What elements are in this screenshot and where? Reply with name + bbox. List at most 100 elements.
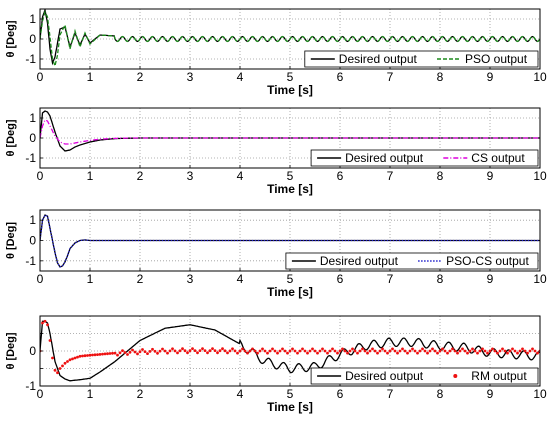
series-2-marker bbox=[143, 350, 147, 353]
series-2-marker bbox=[93, 353, 97, 357]
y-tick-label: 0 bbox=[29, 32, 36, 46]
series-group bbox=[40, 319, 540, 382]
x-tick-label: 6 bbox=[337, 169, 344, 183]
series-2-marker bbox=[396, 351, 399, 355]
series-2-marker bbox=[153, 349, 157, 353]
series-2-marker bbox=[106, 352, 109, 356]
x-tick-label: 1 bbox=[87, 272, 94, 286]
series-2-marker bbox=[501, 347, 504, 351]
series-2-marker bbox=[336, 351, 339, 355]
legend-label: Desired output bbox=[320, 254, 399, 268]
series-2-marker bbox=[236, 351, 239, 355]
series-2-marker bbox=[278, 349, 282, 353]
x-tick-label: 7 bbox=[387, 169, 394, 183]
series-2-marker bbox=[303, 349, 307, 353]
series-2-marker bbox=[478, 349, 482, 353]
series-2-marker bbox=[531, 347, 534, 351]
series-2-marker bbox=[211, 347, 214, 350]
x-tick-label: 0 bbox=[37, 169, 44, 183]
x-tick-label: 8 bbox=[437, 387, 444, 401]
x-tick-label: 9 bbox=[487, 272, 494, 286]
series-2-marker bbox=[361, 347, 364, 351]
series-2-marker bbox=[43, 319, 47, 323]
series-2-marker bbox=[63, 361, 67, 365]
series-2-marker bbox=[536, 351, 539, 355]
series-2-marker bbox=[46, 323, 49, 327]
series-2-marker bbox=[528, 349, 532, 353]
series-2-marker bbox=[131, 348, 134, 352]
legend-box bbox=[304, 50, 539, 68]
series-2-line bbox=[40, 119, 540, 145]
series-2-marker bbox=[516, 351, 519, 355]
series-2-marker bbox=[328, 349, 332, 353]
x-tick-label: 3 bbox=[187, 70, 194, 84]
series-2-marker bbox=[298, 349, 302, 353]
series-2-marker bbox=[101, 352, 104, 356]
series-2-marker bbox=[431, 347, 434, 351]
series-2-marker bbox=[306, 351, 309, 355]
series-2-marker bbox=[521, 347, 524, 351]
legend-label: PSO output bbox=[465, 52, 528, 66]
series-2-marker bbox=[173, 349, 177, 353]
series-2-marker bbox=[518, 349, 522, 353]
series-2-marker bbox=[151, 347, 154, 351]
series-2-marker bbox=[166, 351, 169, 355]
series-2-marker bbox=[201, 347, 204, 350]
legend: Desired output PSO-CS output bbox=[285, 252, 539, 270]
x-tick-label: 8 bbox=[437, 272, 444, 286]
series-2-marker bbox=[441, 347, 444, 351]
legend-label: CS output bbox=[471, 151, 525, 165]
series-2-marker bbox=[76, 355, 79, 359]
legend-label: RM output bbox=[471, 369, 527, 383]
series-2-marker bbox=[188, 349, 192, 353]
series-2-marker bbox=[158, 349, 162, 353]
x-tick-label: 2 bbox=[137, 169, 144, 183]
series-2-marker bbox=[503, 349, 507, 353]
series-2-marker bbox=[246, 351, 249, 355]
series-2-marker bbox=[103, 352, 107, 356]
x-tick-label: 0 bbox=[37, 70, 44, 84]
y-tick-label: 0 bbox=[29, 344, 36, 358]
x-axis-label: Time [s] bbox=[267, 83, 313, 97]
series-2-marker bbox=[466, 351, 469, 355]
series-2-marker bbox=[58, 367, 62, 370]
series-2-marker bbox=[438, 349, 442, 353]
series-2-marker bbox=[348, 349, 352, 353]
y-tick-label: -1 bbox=[25, 151, 36, 165]
x-tick-label: 1 bbox=[87, 70, 94, 84]
series-2-marker bbox=[288, 349, 292, 353]
series-2-marker bbox=[86, 354, 89, 357]
y-tick-label: 1 bbox=[29, 213, 36, 227]
series-2-marker bbox=[266, 351, 269, 355]
series-2-marker bbox=[123, 351, 127, 354]
legend: Desired output CS output bbox=[310, 149, 539, 167]
x-axis-label: Time [s] bbox=[267, 182, 313, 196]
series-2-marker bbox=[358, 349, 362, 353]
series-2-marker bbox=[481, 347, 484, 351]
x-tick-label: 5 bbox=[287, 387, 294, 401]
y-tick-label: 0 bbox=[29, 131, 36, 145]
x-tick-label: 4 bbox=[237, 169, 244, 183]
series-2-marker bbox=[286, 351, 289, 355]
series-2-marker bbox=[48, 339, 52, 342]
series-2-marker bbox=[226, 351, 229, 355]
x-tick-label: 0 bbox=[37, 387, 44, 401]
x-tick-label: 2 bbox=[137, 272, 144, 286]
x-tick-label: 8 bbox=[437, 70, 444, 84]
x-axis-label: Time [s] bbox=[267, 285, 313, 299]
series-2-marker bbox=[108, 352, 112, 355]
series-2-marker bbox=[203, 349, 207, 352]
series-2-marker bbox=[228, 349, 232, 353]
series-group bbox=[40, 110, 540, 152]
legend-label: Desired output bbox=[345, 151, 424, 165]
y-tick-label: -1 bbox=[25, 379, 36, 393]
series-2-marker bbox=[176, 351, 179, 355]
series-2-marker bbox=[321, 347, 324, 351]
series-1-line bbox=[40, 320, 540, 382]
series-2-marker bbox=[73, 356, 77, 360]
series-2-marker bbox=[183, 349, 187, 353]
x-tick-label: 5 bbox=[287, 272, 294, 286]
series-2-marker bbox=[343, 349, 347, 353]
